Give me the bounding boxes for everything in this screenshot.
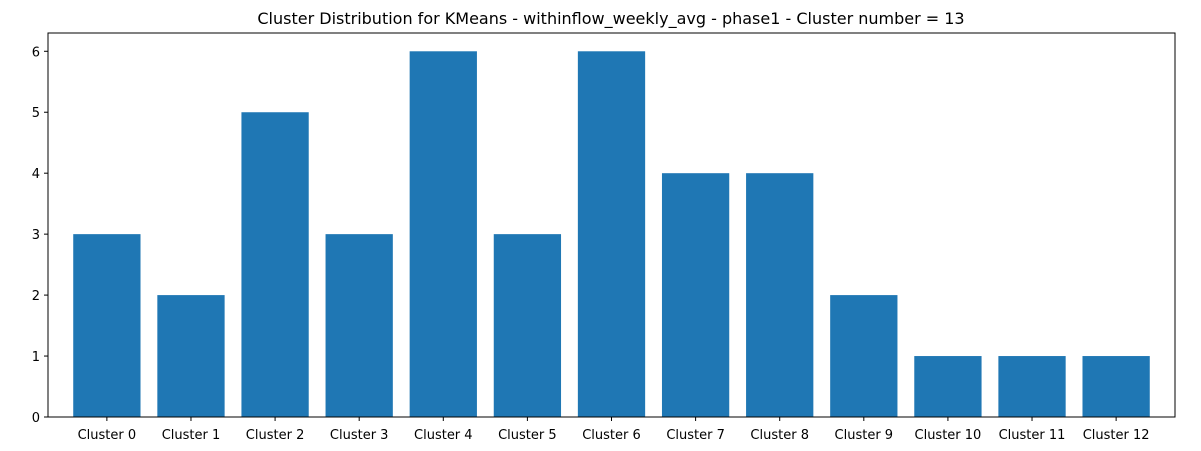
y-tick-label-0: 0 <box>32 411 40 426</box>
bars-group <box>73 51 1150 418</box>
plot-frame <box>47 32 1176 418</box>
x-tick-label-11: Cluster 11 <box>999 428 1066 443</box>
x-tick-label-8: Cluster 8 <box>750 428 809 443</box>
y-tick-label-5: 5 <box>32 106 40 121</box>
bar-12 <box>1082 356 1150 417</box>
y-axis: 0 1 2 3 4 5 6 <box>32 45 48 426</box>
x-tick-label-5: Cluster 5 <box>498 428 557 443</box>
bar-1 <box>157 295 225 417</box>
bar-5 <box>493 234 562 417</box>
x-tick-label-0: Cluster 0 <box>78 428 137 443</box>
x-tick-label-2: Cluster 2 <box>246 428 305 443</box>
bar-8 <box>746 173 814 417</box>
bar-3 <box>325 234 393 417</box>
y-tick-label-2: 2 <box>32 289 40 304</box>
y-tick-label-1: 1 <box>32 350 40 365</box>
bar-11 <box>998 356 1066 417</box>
bar-7 <box>661 173 730 417</box>
chart-title: Cluster Distribution for KMeans - within… <box>257 9 964 29</box>
bar-6 <box>577 51 646 418</box>
y-tick-label-6: 6 <box>32 45 40 60</box>
x-tick-label-7: Cluster 7 <box>666 428 725 443</box>
x-tick-label-4: Cluster 4 <box>414 428 473 443</box>
bar-0 <box>73 234 141 417</box>
x-axis: Cluster 0 Cluster 1 Cluster 2 Cluster 3 Clus… <box>78 417 1150 443</box>
bar-10 <box>914 356 982 417</box>
x-tick-label-10: Cluster 10 <box>915 428 982 443</box>
y-tick-label-4: 4 <box>32 167 40 182</box>
bar-9 <box>830 295 898 417</box>
x-tick-label-9: Cluster 9 <box>835 428 894 443</box>
x-tick-label-3: Cluster 3 <box>330 428 389 443</box>
bar-2 <box>241 112 309 417</box>
bar-4 <box>409 51 477 418</box>
x-tick-label-1: Cluster 1 <box>162 428 221 443</box>
y-tick-label-3: 3 <box>32 228 40 243</box>
x-tick-label-6: Cluster 6 <box>582 428 641 443</box>
x-tick-label-12: Cluster 12 <box>1083 428 1150 443</box>
